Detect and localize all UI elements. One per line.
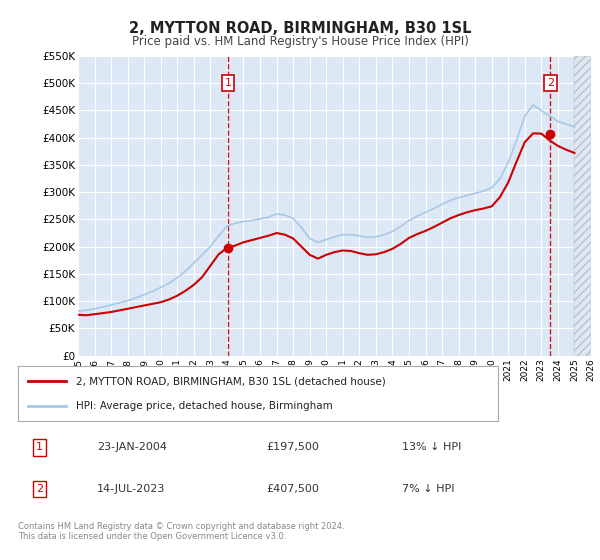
Text: £197,500: £197,500 — [266, 442, 319, 452]
Text: 2, MYTTON ROAD, BIRMINGHAM, B30 1SL: 2, MYTTON ROAD, BIRMINGHAM, B30 1SL — [129, 21, 471, 36]
Text: 2, MYTTON ROAD, BIRMINGHAM, B30 1SL (detached house): 2, MYTTON ROAD, BIRMINGHAM, B30 1SL (det… — [76, 376, 385, 386]
Text: 14-JUL-2023: 14-JUL-2023 — [97, 484, 166, 494]
Text: 1: 1 — [36, 442, 43, 452]
Bar — [574, 56, 591, 356]
Text: Price paid vs. HM Land Registry's House Price Index (HPI): Price paid vs. HM Land Registry's House … — [131, 35, 469, 48]
Text: £407,500: £407,500 — [266, 484, 319, 494]
Text: Contains HM Land Registry data © Crown copyright and database right 2024.
This d: Contains HM Land Registry data © Crown c… — [18, 522, 344, 542]
Text: 13% ↓ HPI: 13% ↓ HPI — [401, 442, 461, 452]
Text: 2: 2 — [36, 484, 43, 494]
Text: 23-JAN-2004: 23-JAN-2004 — [97, 442, 167, 452]
Text: 1: 1 — [224, 78, 232, 88]
Text: HPI: Average price, detached house, Birmingham: HPI: Average price, detached house, Birm… — [76, 402, 332, 411]
Text: 2: 2 — [547, 78, 554, 88]
Text: 7% ↓ HPI: 7% ↓ HPI — [401, 484, 454, 494]
